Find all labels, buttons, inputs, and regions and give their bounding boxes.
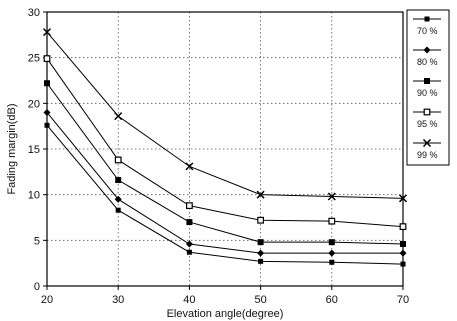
- legend-label: 95 %: [417, 119, 438, 129]
- data-point: [328, 217, 336, 225]
- legend-label: 70 %: [417, 26, 438, 36]
- x-tick-label: 20: [41, 294, 53, 306]
- data-point: [328, 239, 335, 246]
- series-4: [42, 28, 408, 203]
- y-tick-label: 30: [28, 7, 40, 19]
- data-point: [256, 190, 265, 199]
- legend-marker: [424, 78, 430, 84]
- legend-box: [406, 9, 450, 166]
- y-axis-label: Fading margin(dB): [6, 103, 18, 194]
- legend-entry: 80 %: [413, 46, 441, 67]
- data-point: [114, 112, 123, 121]
- data-point: [114, 156, 122, 164]
- x-tick-label: 70: [397, 294, 409, 306]
- legend-marker: [422, 138, 432, 148]
- legend-entry: 99 %: [413, 138, 441, 160]
- series-2: [44, 80, 406, 247]
- data-point: [400, 240, 406, 247]
- data-point: [44, 80, 50, 87]
- data-point: [257, 249, 265, 257]
- data-point: [400, 261, 406, 267]
- data-point: [399, 249, 407, 257]
- y-tick-label: 10: [28, 190, 40, 202]
- legend-entry: 95 %: [413, 108, 441, 129]
- data-point: [186, 249, 192, 255]
- x-tick-label: 40: [183, 294, 195, 306]
- legend-marker: [423, 46, 431, 54]
- data-point: [42, 28, 52, 37]
- data-point: [44, 122, 50, 128]
- series-line: [46, 58, 404, 228]
- x-tick-label: 50: [254, 294, 266, 306]
- data-point: [43, 108, 51, 116]
- y-tick-label: 20: [28, 98, 40, 110]
- legend-label: 90 %: [417, 88, 438, 98]
- legend: 70 % 80 % 90 % 95 % 99 %: [406, 9, 450, 166]
- legend-label: 80 %: [417, 57, 438, 67]
- series-line: [46, 31, 404, 199]
- data-point: [115, 177, 122, 184]
- series-1: [43, 108, 407, 257]
- data-point: [399, 223, 407, 231]
- legend-entry: 90 %: [413, 78, 441, 98]
- data-point: [329, 259, 335, 265]
- x-axis-label: Elevation angle(degree): [167, 308, 284, 320]
- data-point: [327, 192, 336, 201]
- data-point: [328, 249, 336, 257]
- series-line: [46, 112, 403, 254]
- series-line: [46, 124, 404, 265]
- y-tick-label: 15: [28, 144, 40, 156]
- data-point: [43, 55, 51, 62]
- data-point: [258, 258, 264, 264]
- data-point: [186, 202, 193, 210]
- data-point: [185, 162, 194, 171]
- grid-lines: [47, 12, 403, 286]
- data-point: [257, 216, 264, 224]
- data-point: [186, 219, 193, 226]
- x-tick-label: 30: [112, 294, 124, 306]
- legend-marker: [424, 16, 430, 22]
- series-3: [43, 55, 407, 231]
- y-tick-label: 0: [34, 281, 40, 293]
- data-point: [185, 240, 193, 248]
- data-series: [42, 28, 408, 267]
- legend-entry: 70 %: [413, 16, 441, 36]
- y-tick-label: 5: [34, 235, 40, 247]
- legend-marker: [423, 108, 431, 116]
- x-tick-label: 60: [326, 294, 338, 306]
- legend-label: 99 %: [417, 150, 438, 160]
- data-point: [115, 207, 121, 213]
- axis-ticks: 0 5 10 15 20 25 30 20 30 40 50 60 70: [28, 7, 409, 306]
- y-tick-label: 25: [28, 53, 40, 65]
- data-point: [398, 194, 408, 203]
- data-point: [114, 195, 122, 203]
- data-point: [257, 239, 264, 246]
- series-0: [44, 122, 406, 267]
- series-line: [46, 82, 404, 245]
